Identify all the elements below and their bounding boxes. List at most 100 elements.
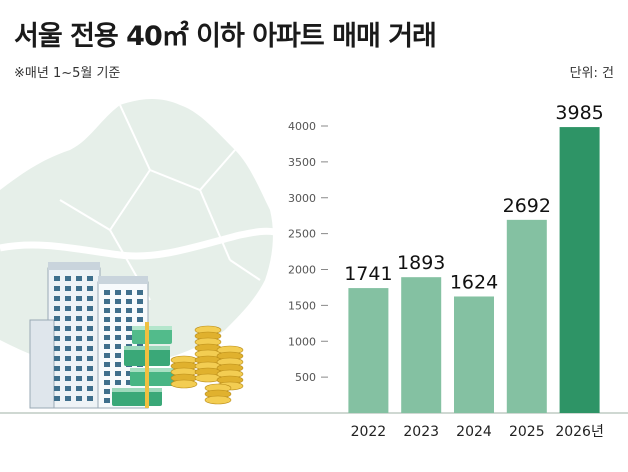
building-window: [65, 276, 71, 281]
building-window: [76, 276, 82, 281]
building-window: [65, 286, 71, 291]
building-window: [87, 386, 93, 391]
building-window: [104, 317, 110, 322]
building-window: [87, 376, 93, 381]
unit-label: 단위: 건: [569, 66, 614, 81]
building-window: [65, 366, 71, 371]
x-tick-label: 2026년: [555, 424, 604, 440]
y-tick-label: 2500: [288, 228, 316, 241]
building-window: [126, 371, 132, 376]
building-window: [115, 308, 121, 313]
x-tick-label: 2023: [403, 424, 439, 440]
building-window: [115, 380, 121, 385]
building-window: [54, 336, 60, 341]
building-window: [54, 296, 60, 301]
han-river: [0, 227, 276, 260]
building-window: [137, 317, 143, 322]
building-window: [54, 356, 60, 361]
building-window: [54, 396, 60, 401]
gold-coin: [170, 379, 198, 389]
bar-2023: [401, 277, 442, 413]
building-window: [54, 316, 60, 321]
building-window: [54, 366, 60, 371]
building-window: [65, 296, 71, 301]
building-window: [65, 326, 71, 331]
building-window: [87, 286, 93, 291]
bar-2024: [454, 296, 494, 413]
building-window: [76, 316, 82, 321]
data-label: 1741: [344, 263, 392, 285]
building-window: [104, 380, 110, 385]
building-window: [115, 362, 121, 367]
building-window: [65, 386, 71, 391]
building-window: [65, 306, 71, 311]
y-tick-label: 1500: [288, 299, 316, 312]
building-window: [115, 335, 121, 340]
data-label: 1893: [397, 252, 445, 274]
building-window: [126, 380, 132, 385]
building-window: [76, 326, 82, 331]
building-window: [54, 326, 60, 331]
building-window: [126, 290, 132, 295]
ground-line: [0, 412, 628, 414]
building-window: [104, 290, 110, 295]
building-window: [76, 386, 82, 391]
building-window: [87, 336, 93, 341]
building-window: [115, 353, 121, 358]
x-tick-label: 2022: [351, 424, 387, 440]
building-window: [87, 366, 93, 371]
subtitle-note: ※매년 1~5월 기준: [14, 66, 121, 81]
building-window: [104, 326, 110, 331]
gold-coin: [204, 395, 232, 405]
building-window: [76, 286, 82, 291]
building-window: [115, 326, 121, 331]
y-tick-label: 2000: [288, 264, 316, 277]
district-lines: [59, 104, 261, 301]
bar-2025: [506, 219, 547, 413]
y-tick-label: 3000: [288, 192, 316, 205]
building-window: [65, 316, 71, 321]
gold-coins-icon: [170, 325, 244, 405]
building-window: [115, 344, 121, 349]
building-window: [76, 346, 82, 351]
data-label: 3985: [555, 102, 603, 124]
building-window: [76, 336, 82, 341]
data-label: 2692: [503, 195, 551, 217]
building-window: [87, 396, 93, 401]
building-window: [137, 290, 143, 295]
building-window: [126, 308, 132, 313]
building-window: [65, 346, 71, 351]
y-tick-label: 1000: [288, 335, 316, 348]
building-window: [104, 344, 110, 349]
page-title: 서울 전용 40㎡ 이하 아파트 매매 거래: [14, 21, 437, 52]
building-window: [65, 376, 71, 381]
bar-2026년: [559, 127, 600, 414]
building-window: [76, 306, 82, 311]
building-window: [54, 286, 60, 291]
building-window: [54, 386, 60, 391]
building-window: [76, 296, 82, 301]
building-window: [87, 326, 93, 331]
building-window: [76, 396, 82, 401]
building-window: [115, 317, 121, 322]
building-window: [65, 356, 71, 361]
building-window: [126, 326, 132, 331]
bar-2022: [348, 288, 389, 413]
building-window: [54, 306, 60, 311]
building-window: [104, 362, 110, 367]
building-window: [54, 346, 60, 351]
building-window: [104, 299, 110, 304]
data-label: 1624: [450, 271, 498, 293]
building-window: [87, 356, 93, 361]
building-window: [104, 389, 110, 394]
building-window: [87, 306, 93, 311]
building-window: [126, 317, 132, 322]
x-tick-label: 2025: [509, 424, 545, 440]
building-window: [104, 371, 110, 376]
y-tick-label: 4000: [288, 120, 316, 133]
building-window: [104, 353, 110, 358]
building-window: [104, 308, 110, 313]
building-window: [115, 371, 121, 376]
